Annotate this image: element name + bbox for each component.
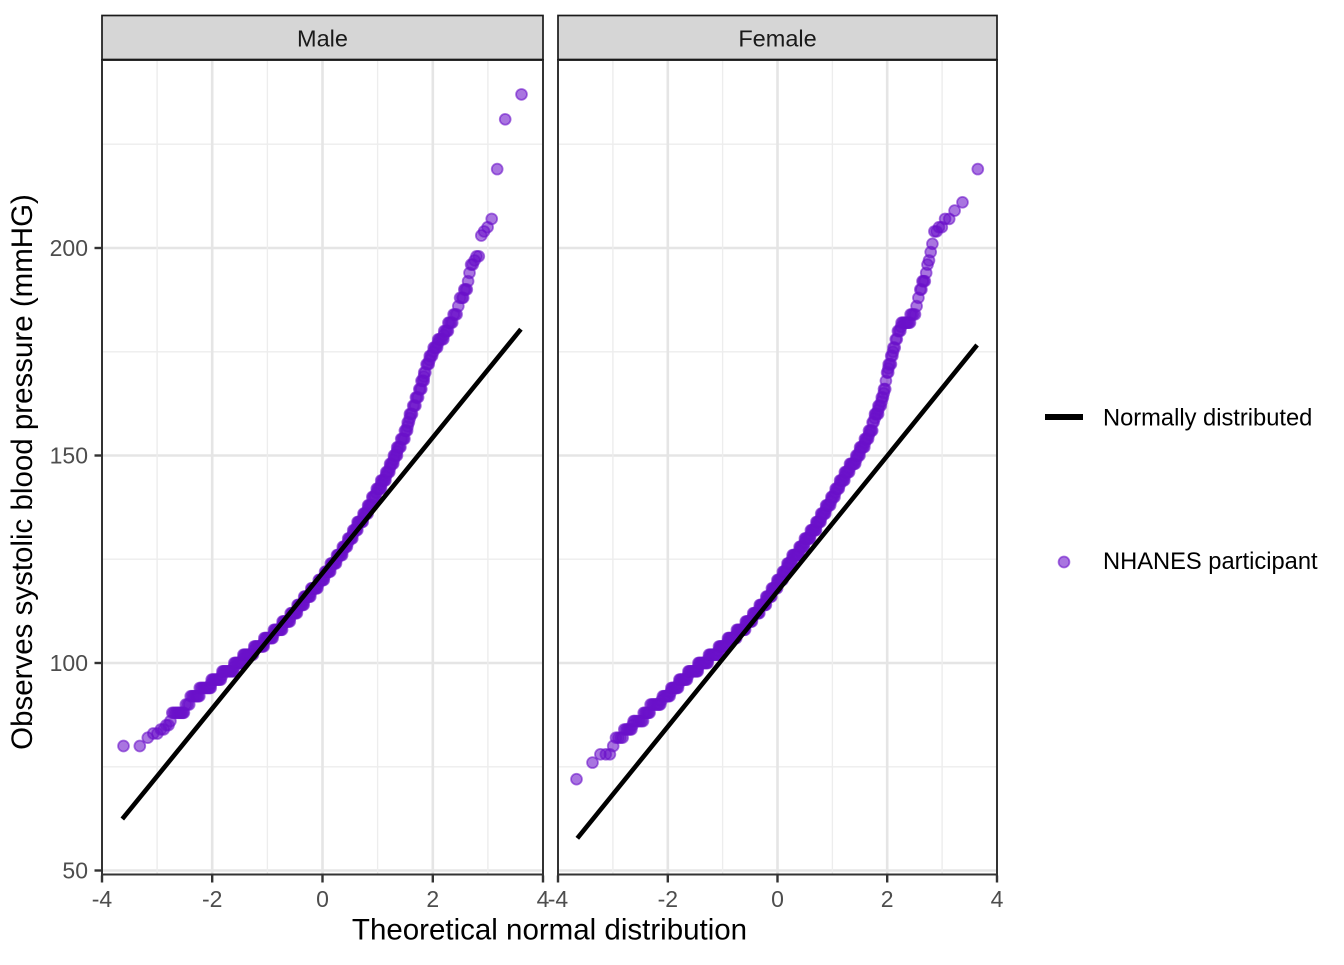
- svg-text:2: 2: [426, 886, 439, 912]
- svg-text:-4: -4: [548, 886, 569, 912]
- svg-text:150: 150: [50, 443, 88, 469]
- svg-text:Female: Female: [738, 26, 816, 52]
- svg-text:Male: Male: [297, 26, 348, 52]
- svg-text:100: 100: [50, 650, 88, 676]
- svg-text:-2: -2: [202, 886, 222, 912]
- svg-text:4: 4: [537, 886, 550, 912]
- svg-text:Theoretical normal distributio: Theoretical normal distribution: [352, 914, 747, 947]
- svg-text:-2: -2: [658, 886, 678, 912]
- svg-text:NHANES participant: NHANES participant: [1103, 549, 1318, 575]
- svg-text:Observes systolic blood pressu: Observes systolic blood pressure (mmHG): [6, 194, 39, 750]
- svg-text:200: 200: [50, 235, 88, 261]
- svg-text:0: 0: [771, 886, 784, 912]
- svg-text:2: 2: [881, 886, 894, 912]
- svg-text:-4: -4: [92, 886, 113, 912]
- svg-text:50: 50: [62, 858, 88, 884]
- svg-text:0: 0: [316, 886, 329, 912]
- svg-text:Normally distributed: Normally distributed: [1103, 405, 1312, 431]
- svg-text:4: 4: [991, 886, 1004, 912]
